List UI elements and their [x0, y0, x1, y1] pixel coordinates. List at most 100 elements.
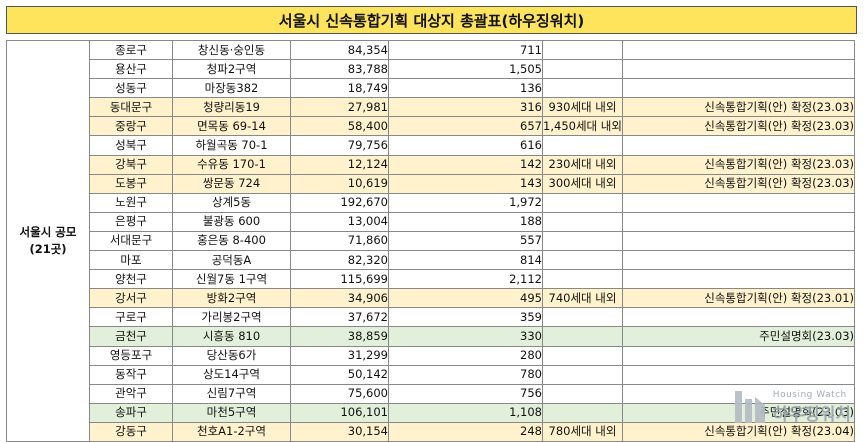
site-cell: 청량리동19 [172, 97, 291, 118]
table-row: 구로구 가리봉2구역 37,672 359 [7, 307, 855, 328]
district-cell: 성북구 [89, 135, 173, 156]
table-row: 성북구 하월곡동 70-1 79,756 616 [7, 135, 855, 156]
status-cell [622, 59, 855, 80]
status-cell: 주민설명회(23.03) [622, 326, 855, 347]
households-cell: 756 [388, 383, 543, 404]
group-label: 서울시 공모 (21곳) [6, 40, 90, 442]
table-row: 용산구 청파2구역 83,788 1,505 [7, 59, 855, 80]
area-cell: 34,906 [290, 288, 389, 309]
households-cell: 814 [388, 250, 543, 271]
summary-table: 서울시 공모 (21곳) 종로구 창신동·숭인동 84,354 711 용산구 청파2구역 8… [6, 39, 855, 442]
site-cell: 불광동 600 [172, 211, 291, 232]
district-cell: 양천구 [89, 269, 173, 290]
table-row: 관악구 신림7구역 75,600 756 [7, 383, 855, 404]
district-cell: 동작구 [89, 364, 173, 385]
table-row: 강서구 방화2구역 34,906 495 740세대 내외 신속통합기획(안) 확정(23… [7, 288, 855, 309]
plan-cell: 1,450세대 내외 [542, 116, 623, 137]
households-cell: 316 [388, 97, 543, 118]
district-cell: 동대문구 [89, 97, 173, 118]
table-row: 동작구 상도14구역 50,142 780 [7, 364, 855, 385]
site-cell: 상계5동 [172, 192, 291, 213]
households-cell: 616 [388, 135, 543, 156]
status-cell [622, 192, 855, 213]
households-cell: 1,505 [388, 59, 543, 80]
households-cell: 2,112 [388, 269, 543, 290]
plan-cell [542, 307, 623, 328]
households-cell: 1,972 [388, 192, 543, 213]
district-cell: 송파구 [89, 402, 173, 423]
site-cell: 신월7동 1구역 [172, 269, 291, 290]
site-cell: 가리봉2구역 [172, 307, 291, 328]
households-cell: 780 [388, 364, 543, 385]
site-cell: 수유동 170-1 [172, 154, 291, 175]
site-cell: 쌍문동 724 [172, 173, 291, 194]
area-cell: 38,859 [290, 326, 389, 347]
area-cell: 18,749 [290, 78, 389, 99]
site-cell: 하월곡동 70-1 [172, 135, 291, 156]
area-cell: 37,672 [290, 307, 389, 328]
district-cell: 관악구 [89, 383, 173, 404]
district-cell: 마포 [89, 250, 173, 271]
plan-cell: 230세대 내외 [542, 154, 623, 175]
table-row: 동대문구 청량리동19 27,981 316 930세대 내외 신속통합기획(안) 확정(… [7, 97, 855, 118]
table-row: 영등포구 당산동6가 31,299 280 [7, 345, 855, 366]
area-cell: 71,860 [290, 230, 389, 252]
district-cell: 금천구 [89, 326, 173, 347]
households-cell: 1,108 [388, 402, 543, 423]
district-cell: 도봉구 [89, 173, 173, 194]
status-cell: 신속통합기획(안) 확정(23.03) [622, 154, 855, 175]
site-cell: 방화2구역 [172, 288, 291, 309]
households-cell: 330 [388, 326, 543, 347]
area-cell: 10,619 [290, 173, 389, 194]
table-row: 송파구 마천5구역 106,101 1,108 주민설명회(23.03) [7, 402, 855, 423]
table-row: 금천구 시흥동 810 38,859 330 주민설명회(23.03) [7, 326, 855, 347]
site-cell: 공덕동A [172, 250, 291, 271]
district-cell: 강동구 [89, 421, 173, 442]
status-cell: 신속통합기획(안) 확정(23.03) [622, 97, 855, 118]
status-cell [622, 135, 855, 156]
district-cell: 성동구 [89, 78, 173, 99]
status-cell: 신속통합기획(안) 확정(23.01) [622, 288, 855, 309]
plan-cell [542, 39, 623, 61]
area-cell: 58,400 [290, 116, 389, 137]
area-cell: 75,600 [290, 383, 389, 404]
status-cell [622, 307, 855, 328]
district-cell: 영등포구 [89, 345, 173, 366]
plan-cell [542, 383, 623, 404]
plan-cell [542, 59, 623, 80]
site-cell: 홍은동 8-400 [172, 230, 291, 252]
table-row: 중랑구 면목동 69-14 58,400 657 1,450세대 내외 신속통합기획(안)… [7, 116, 855, 137]
households-cell: 248 [388, 421, 543, 442]
site-cell: 상도14구역 [172, 364, 291, 385]
status-cell: 신속통합기획(안) 확정(23.03) [622, 173, 855, 194]
area-cell: 31,299 [290, 345, 389, 366]
plan-cell [542, 326, 623, 347]
watermark-small-text: Housing Watch [772, 389, 847, 400]
households-cell: 142 [388, 154, 543, 175]
table-row: 도봉구 쌍문동 724 10,619 143 300세대 내외 신속통합기획(안) 확정(… [7, 173, 855, 194]
households-cell: 143 [388, 173, 543, 194]
area-cell: 27,981 [290, 97, 389, 118]
district-cell: 강북구 [89, 154, 173, 175]
area-cell: 30,154 [290, 421, 389, 442]
table-row: 성동구 마장동382 18,749 136 [7, 78, 855, 99]
area-cell: 13,004 [290, 211, 389, 232]
district-cell: 노원구 [89, 192, 173, 213]
plan-cell: 930세대 내외 [542, 97, 623, 118]
area-cell: 192,670 [290, 192, 389, 213]
district-cell: 은평구 [89, 211, 173, 232]
table-row: 강북구 수유동 170-1 12,124 142 230세대 내외 신속통합기획(안) 확… [7, 154, 855, 175]
district-cell: 서대문구 [89, 230, 173, 252]
district-cell: 중랑구 [89, 116, 173, 137]
status-cell [622, 78, 855, 99]
table-row: 노원구 상계5동 192,670 1,972 [7, 192, 855, 213]
table-row: 서대문구 홍은동 8-400 71,860 557 [7, 230, 855, 252]
households-cell: 136 [388, 78, 543, 99]
status-cell [622, 250, 855, 271]
area-cell: 79,756 [290, 135, 389, 156]
plan-cell: 300세대 내외 [542, 173, 623, 194]
district-cell: 강서구 [89, 288, 173, 309]
site-cell: 신림7구역 [172, 383, 291, 404]
table-row: 마포 공덕동A 82,320 814 [7, 250, 855, 271]
plan-cell [542, 211, 623, 232]
